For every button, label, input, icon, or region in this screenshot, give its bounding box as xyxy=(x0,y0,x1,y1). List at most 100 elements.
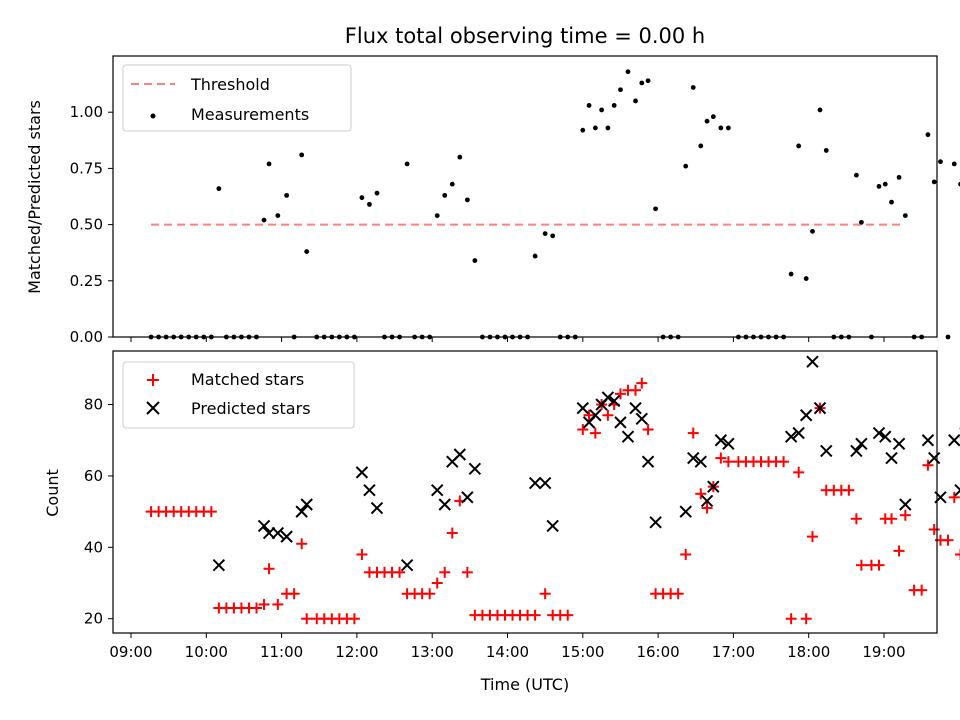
measurement-point xyxy=(698,143,704,149)
bottom-x-tick-label: 13:00 xyxy=(411,643,454,661)
matched-star-point xyxy=(356,548,368,560)
matched-star-point xyxy=(715,452,727,464)
predicted-star-point xyxy=(280,530,293,543)
predicted-star-point xyxy=(927,451,941,465)
predicted-star-point xyxy=(948,434,960,447)
matched-star-point xyxy=(636,377,648,389)
top-panel: Flux total observing time = 0.00 h Match… xyxy=(25,24,960,346)
measurement-point xyxy=(457,154,463,160)
matched-star-point xyxy=(922,459,934,471)
matched-star-point xyxy=(577,424,589,436)
predicted-star-point xyxy=(921,434,935,447)
predicted-star-point xyxy=(621,430,635,443)
predicted-star-point xyxy=(899,498,912,511)
predicted-star-point xyxy=(607,394,621,408)
bottom-y-tick-label: 20 xyxy=(84,610,103,628)
bottom-x-tick-label: 15:00 xyxy=(561,643,604,661)
predicted-star-point xyxy=(257,519,271,533)
bottom-y-tick-label: 40 xyxy=(84,538,103,556)
predicted-star-point xyxy=(700,494,714,508)
matched-star-point xyxy=(843,484,855,496)
measurement-point xyxy=(442,192,448,198)
matched-star-point xyxy=(942,534,954,546)
top-y-tick-label: 1.00 xyxy=(70,103,103,121)
predicted-star-point xyxy=(635,412,648,426)
predicted-star-point xyxy=(431,484,444,497)
predicted-star-point xyxy=(468,462,482,476)
predicted-star-point xyxy=(576,401,590,415)
bottom-legend: Matched stars Predicted stars xyxy=(122,361,355,429)
predicted-star-point xyxy=(262,526,276,540)
top-y-tick-label: 0.25 xyxy=(70,272,103,290)
matched-star-point xyxy=(272,598,284,610)
bottom-x-tick-label: 14:00 xyxy=(486,643,529,661)
predicted-star-point xyxy=(400,558,414,572)
predicted-star-point xyxy=(614,416,627,429)
measurement-point xyxy=(896,174,902,180)
measurement-point xyxy=(449,181,455,187)
matched-star-point xyxy=(431,577,443,589)
matched-star-point xyxy=(583,409,595,421)
bottom-y-axis-label: Count xyxy=(43,469,62,517)
matched-stars-points xyxy=(145,377,960,625)
predicted-star-point xyxy=(855,437,868,451)
matched-star-point xyxy=(301,613,313,625)
predicted-star-point xyxy=(370,501,384,515)
measurement-point xyxy=(938,159,943,165)
predicted-star-point xyxy=(453,448,467,461)
measurement-point xyxy=(645,78,651,84)
predicted-star-point xyxy=(885,451,898,465)
measurement-point xyxy=(823,148,829,153)
measurement-point xyxy=(796,143,802,149)
measurement-point xyxy=(542,231,548,236)
measurement-point xyxy=(882,181,888,187)
predicted-star-point xyxy=(528,476,542,490)
measurement-point xyxy=(633,98,638,104)
predicted-star-point xyxy=(461,491,474,504)
matched-star-point xyxy=(251,602,262,614)
bottom-x-tick-label: 18:00 xyxy=(787,643,830,661)
legend-measurements-label: Measurements xyxy=(191,105,309,124)
measurement-point xyxy=(550,233,556,239)
measurement-point xyxy=(599,107,605,113)
measurement-point xyxy=(788,271,794,277)
measurement-point xyxy=(925,132,931,138)
predicted-star-point xyxy=(879,430,892,443)
top-legend: Threshold Measurements xyxy=(122,64,352,132)
bottom-x-tick-label: 10:00 xyxy=(185,643,228,661)
measurement-point xyxy=(464,197,470,203)
matched-star-point xyxy=(695,488,707,500)
measurement-point xyxy=(359,195,365,201)
measurement-point xyxy=(580,127,586,133)
matched-star-point xyxy=(539,588,551,600)
predicted-star-point xyxy=(679,505,692,518)
measurement-point xyxy=(367,201,372,207)
measurement-point xyxy=(859,219,864,225)
predicted-star-point xyxy=(438,498,451,511)
measurement-point xyxy=(625,69,631,75)
predicted-star-point xyxy=(546,519,559,533)
bottom-x-tick-label: 19:00 xyxy=(862,643,905,661)
matched-star-point xyxy=(948,491,960,503)
matched-star-point xyxy=(899,509,911,521)
bottom-x-tick-label: 16:00 xyxy=(636,643,679,661)
measurement-point xyxy=(266,161,272,167)
predicted-star-point xyxy=(601,391,615,404)
matched-star-point xyxy=(296,538,308,550)
matched-star-point xyxy=(642,424,654,436)
measurement-point xyxy=(690,85,696,90)
top-plot-frame xyxy=(112,55,938,338)
measurement-point xyxy=(299,152,305,158)
predicted-star-point xyxy=(954,484,960,497)
matched-star-point xyxy=(886,513,898,525)
predicted-star-point xyxy=(271,526,285,540)
measurement-point xyxy=(434,213,440,219)
legend-threshold-label: Threshold xyxy=(190,75,270,94)
matched-star-point xyxy=(800,613,812,625)
bottom-x-tick-label: 17:00 xyxy=(712,643,755,661)
measurement-point xyxy=(611,103,617,108)
predicted-star-point xyxy=(694,455,707,468)
predicted-star-point xyxy=(799,409,813,422)
bottom-x-tick-label: 12:00 xyxy=(335,643,378,661)
bottom-x-axis-label: Time (UTC) xyxy=(480,675,569,694)
